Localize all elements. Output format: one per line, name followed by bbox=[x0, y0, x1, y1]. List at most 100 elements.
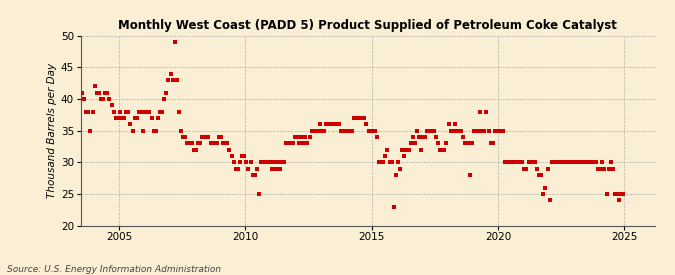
Point bbox=[300, 135, 310, 139]
Point bbox=[151, 128, 161, 133]
Point bbox=[460, 141, 470, 145]
Point bbox=[427, 128, 437, 133]
Point bbox=[321, 122, 332, 127]
Point bbox=[222, 141, 233, 145]
Point bbox=[173, 109, 184, 114]
Point bbox=[414, 135, 425, 139]
Point bbox=[266, 166, 277, 171]
Point bbox=[243, 166, 254, 171]
Point bbox=[597, 160, 608, 164]
Point bbox=[422, 128, 433, 133]
Point bbox=[365, 128, 376, 133]
Point bbox=[254, 192, 265, 196]
Point bbox=[298, 141, 308, 145]
Point bbox=[237, 154, 248, 158]
Point bbox=[412, 128, 423, 133]
Point bbox=[207, 141, 218, 145]
Point bbox=[256, 160, 267, 164]
Point bbox=[313, 128, 323, 133]
Point bbox=[281, 141, 292, 145]
Point bbox=[180, 135, 190, 139]
Point bbox=[292, 135, 302, 139]
Point bbox=[384, 160, 395, 164]
Point bbox=[220, 141, 231, 145]
Point bbox=[331, 122, 342, 127]
Point bbox=[546, 160, 557, 164]
Point bbox=[228, 160, 239, 164]
Point bbox=[506, 160, 517, 164]
Point bbox=[130, 116, 140, 120]
Point bbox=[264, 160, 275, 164]
Point bbox=[525, 160, 536, 164]
Point bbox=[350, 116, 361, 120]
Point bbox=[435, 147, 446, 152]
Point bbox=[378, 160, 389, 164]
Point bbox=[85, 128, 96, 133]
Point bbox=[418, 135, 429, 139]
Point bbox=[136, 109, 146, 114]
Point bbox=[277, 160, 288, 164]
Point bbox=[203, 135, 214, 139]
Point bbox=[199, 135, 210, 139]
Point bbox=[456, 128, 466, 133]
Point bbox=[555, 160, 566, 164]
Point bbox=[523, 160, 534, 164]
Point bbox=[188, 147, 199, 152]
Point bbox=[544, 198, 555, 202]
Point bbox=[123, 109, 134, 114]
Point bbox=[599, 166, 610, 171]
Point bbox=[283, 141, 294, 145]
Point bbox=[532, 166, 543, 171]
Point bbox=[209, 141, 220, 145]
Point bbox=[380, 154, 391, 158]
Point bbox=[285, 141, 296, 145]
Point bbox=[363, 128, 374, 133]
Point bbox=[115, 109, 126, 114]
Point bbox=[549, 160, 560, 164]
Point bbox=[91, 90, 102, 95]
Point bbox=[551, 160, 562, 164]
Point bbox=[608, 166, 618, 171]
Point bbox=[102, 90, 113, 95]
Point bbox=[401, 147, 412, 152]
Point bbox=[403, 147, 414, 152]
Point bbox=[489, 128, 500, 133]
Point bbox=[563, 160, 574, 164]
Point bbox=[357, 116, 368, 120]
Point bbox=[369, 128, 380, 133]
Point bbox=[502, 160, 513, 164]
Point bbox=[348, 116, 359, 120]
Point bbox=[260, 160, 271, 164]
Point bbox=[540, 185, 551, 190]
Point bbox=[580, 160, 591, 164]
Title: Monthly West Coast (PADD 5) Product Supplied of Petroleum Coke Catalyst: Monthly West Coast (PADD 5) Product Supp… bbox=[118, 19, 618, 32]
Point bbox=[433, 141, 443, 145]
Point bbox=[153, 116, 163, 120]
Point bbox=[317, 128, 327, 133]
Point bbox=[561, 160, 572, 164]
Point bbox=[491, 128, 502, 133]
Point bbox=[68, 78, 79, 82]
Point bbox=[448, 128, 458, 133]
Point bbox=[216, 135, 227, 139]
Point bbox=[542, 166, 553, 171]
Point bbox=[74, 90, 85, 95]
Point bbox=[578, 160, 589, 164]
Point bbox=[315, 122, 325, 127]
Point bbox=[399, 154, 410, 158]
Point bbox=[342, 128, 353, 133]
Point bbox=[290, 135, 300, 139]
Point bbox=[477, 128, 487, 133]
Point bbox=[275, 166, 286, 171]
Point bbox=[258, 160, 269, 164]
Y-axis label: Thousand Barrels per Day: Thousand Barrels per Day bbox=[47, 63, 57, 198]
Point bbox=[144, 109, 155, 114]
Point bbox=[192, 141, 203, 145]
Point bbox=[226, 154, 237, 158]
Point bbox=[529, 160, 540, 164]
Point bbox=[196, 135, 207, 139]
Point bbox=[249, 173, 260, 177]
Point bbox=[155, 109, 165, 114]
Point bbox=[121, 109, 132, 114]
Point bbox=[512, 160, 523, 164]
